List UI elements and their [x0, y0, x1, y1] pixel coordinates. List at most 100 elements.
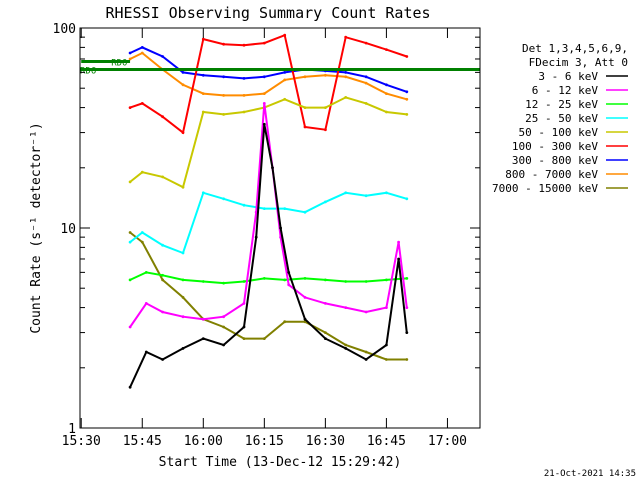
- series-1-point-16: [385, 306, 388, 309]
- series-8-point-12: [364, 350, 368, 354]
- x-tick-label-3: 16:15: [245, 434, 284, 449]
- series-3-point-14: [405, 197, 409, 201]
- series-1-point-11: [287, 283, 291, 287]
- legend-label-2: 12 - 25 keV: [525, 98, 598, 111]
- y-axis-label: Count Rate (s⁻¹ detector⁻¹): [29, 122, 44, 333]
- series-4-point-6: [242, 110, 246, 114]
- series-3-point-12: [364, 194, 368, 198]
- series-4-point-11: [344, 96, 348, 99]
- series-0-point-14: [344, 347, 348, 350]
- series-1-point-13: [324, 302, 327, 305]
- series-4-point-4: [201, 110, 205, 114]
- series-1-point-8: [262, 102, 266, 105]
- series-6-point-13: [385, 83, 388, 87]
- series-5-point-6: [242, 43, 246, 47]
- series-5-point-8: [283, 33, 287, 37]
- series-2-point-0: [128, 278, 132, 282]
- legend-label-8: 7000 - 15000 keV: [492, 182, 598, 195]
- series-line-3: [129, 191, 408, 255]
- series-8-point-6: [242, 337, 246, 340]
- series-8-point-10: [324, 331, 327, 334]
- series-5-point-4: [201, 37, 205, 41]
- series-5-point-14: [405, 55, 409, 58]
- series-6-point-6: [242, 77, 246, 80]
- series-2-point-2: [161, 273, 165, 277]
- series-3-point-8: [283, 207, 287, 211]
- series-8-point-2: [161, 278, 165, 282]
- y-tick-label-0: 1: [68, 422, 76, 437]
- series-7-point-7: [262, 92, 266, 95]
- series-5-point-12: [364, 41, 368, 45]
- series-6-point-7: [262, 75, 266, 79]
- x-axis-label: Start Time (13-Dec-12 15:29:42): [159, 455, 402, 470]
- series-5-point-10: [324, 128, 327, 132]
- series-3-point-4: [201, 191, 205, 195]
- series-4-point-1: [140, 170, 144, 174]
- series-6-point-2: [161, 55, 165, 58]
- series-0-point-17: [397, 257, 400, 261]
- series-8-point-13: [385, 358, 388, 361]
- series-0-point-7: [254, 235, 258, 239]
- series-6-point-14: [405, 90, 409, 94]
- x-tick-label-6: 17:00: [428, 434, 467, 449]
- series-7-point-6: [242, 94, 246, 97]
- series-1-point-12: [303, 296, 307, 299]
- series-7-point-5: [222, 94, 226, 97]
- series-0-point-4: [201, 337, 205, 340]
- series-1-point-5: [222, 315, 226, 319]
- series-6-point-5: [222, 75, 226, 79]
- legend-label-6: 300 - 800 keV: [512, 154, 598, 167]
- legend-header-0: Det 1,3,4,5,6,9,: [522, 42, 628, 55]
- series-3-point-7: [262, 207, 266, 211]
- series-6-point-0: [128, 51, 132, 55]
- footer-timestamp: 21-Oct-2021 14:35: [544, 469, 636, 479]
- series-8-point-1: [140, 240, 144, 244]
- series-2-point-3: [181, 278, 185, 282]
- series-8-point-11: [344, 343, 348, 347]
- series-2-point-11: [344, 280, 348, 283]
- series-0-point-9: [271, 166, 274, 170]
- series-2-point-14: [405, 277, 409, 280]
- series-8-point-5: [222, 325, 226, 329]
- series-5-point-5: [222, 42, 226, 46]
- series-1-point-18: [405, 306, 409, 309]
- series-2-point-7: [262, 277, 266, 280]
- legend-label-4: 50 - 100 keV: [519, 126, 599, 139]
- legend-header-1: FDecim 3, Att 0: [529, 56, 628, 69]
- series-4-point-8: [283, 97, 287, 101]
- series-8-point-3: [181, 296, 185, 299]
- series-2-point-4: [201, 280, 205, 283]
- series-6-point-3: [181, 71, 185, 74]
- series-1-point-2: [161, 310, 165, 314]
- series-3-point-6: [242, 203, 246, 207]
- series-0-point-5: [222, 343, 226, 347]
- series-0-point-2: [161, 358, 165, 361]
- series-7-point-0: [128, 57, 132, 61]
- series-0-point-10: [279, 226, 282, 230]
- series-0-point-0: [128, 385, 132, 389]
- series-7-point-12: [364, 81, 368, 85]
- series-line-8: [129, 231, 407, 361]
- series-2-point-5: [222, 281, 226, 285]
- series-6-point-12: [364, 75, 368, 79]
- x-tick-label-2: 16:00: [184, 434, 223, 449]
- annotation-layer: RD0 RD6: [80, 58, 480, 77]
- x-tick-label-5: 16:45: [367, 434, 406, 449]
- series-0-point-8: [262, 122, 266, 126]
- series-4-point-9: [303, 106, 307, 109]
- series-7-point-10: [324, 73, 327, 77]
- series-6-point-8: [283, 71, 287, 74]
- series-0-point-16: [385, 343, 388, 347]
- series-line-0: [129, 124, 408, 388]
- series-1-point-17: [397, 240, 400, 244]
- legend: Det 1,3,4,5,6,9,FDecim 3, Att 03 - 6 keV…: [492, 42, 628, 195]
- series-2-point-6: [242, 280, 246, 283]
- series-0-point-3: [181, 347, 185, 350]
- series-2-point-13: [385, 278, 388, 282]
- series-0-point-6: [242, 325, 246, 329]
- series-4-point-2: [161, 175, 165, 179]
- series-5-point-1: [140, 102, 144, 105]
- series-4-point-5: [222, 113, 226, 116]
- series-1-point-6: [242, 302, 246, 305]
